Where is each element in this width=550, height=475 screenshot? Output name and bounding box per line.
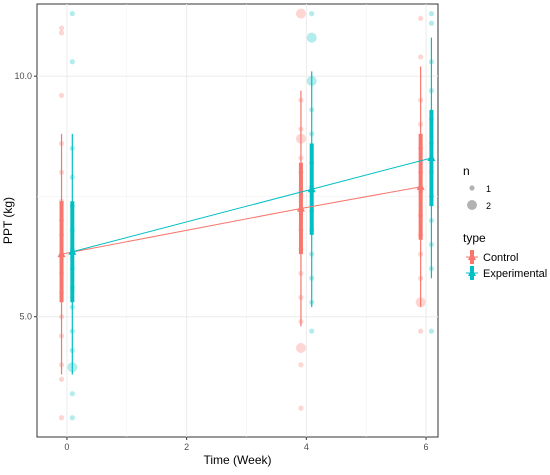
legend-size: n 1 2 bbox=[463, 164, 491, 211]
y-axis-label: PPT (kg) bbox=[1, 197, 15, 244]
size-key-label: 2 bbox=[486, 201, 491, 211]
size-key bbox=[469, 185, 475, 191]
data-point bbox=[69, 391, 75, 397]
data-point bbox=[58, 376, 65, 382]
data-point bbox=[69, 59, 75, 65]
axes: 0 2 4 6 5.0 10.0 bbox=[14, 71, 428, 452]
y-tick-label: 10.0 bbox=[14, 71, 32, 81]
legend-size-title: n bbox=[463, 164, 470, 178]
data-point bbox=[295, 8, 306, 19]
size-key-label: 1 bbox=[486, 184, 491, 194]
color-key-marker bbox=[468, 252, 476, 260]
data-point bbox=[418, 328, 424, 334]
y-tick-label: 5.0 bbox=[19, 312, 32, 322]
data-point bbox=[428, 11, 435, 17]
color-key-label: Experimental bbox=[483, 268, 547, 280]
x-tick-label: 2 bbox=[184, 442, 189, 452]
legend-color: type Control Experimental bbox=[463, 231, 547, 280]
data-point bbox=[69, 415, 75, 421]
grid bbox=[37, 4, 438, 437]
mean-markers bbox=[57, 153, 436, 258]
mean-marker bbox=[307, 184, 316, 193]
data-point bbox=[58, 25, 65, 31]
mean-marker bbox=[427, 153, 436, 161]
data-point bbox=[295, 342, 306, 353]
size-key bbox=[467, 200, 477, 210]
legend-color-title: type bbox=[463, 231, 486, 245]
data-point bbox=[428, 20, 435, 26]
x-tick-label: 4 bbox=[304, 442, 309, 452]
x-tick-label: 6 bbox=[424, 442, 429, 452]
data-point bbox=[58, 415, 65, 421]
data-point bbox=[418, 15, 424, 22]
mean-marker bbox=[68, 247, 77, 255]
data-point bbox=[309, 11, 315, 17]
x-axis-label: Time (Week) bbox=[203, 453, 271, 467]
data-point bbox=[298, 362, 304, 368]
data-point bbox=[306, 32, 317, 43]
mean-marker bbox=[416, 182, 425, 190]
color-key-label: Control bbox=[483, 252, 518, 264]
data-point bbox=[69, 11, 75, 17]
mean-marker bbox=[296, 203, 305, 212]
mean-marker bbox=[57, 249, 66, 258]
data-point bbox=[418, 54, 424, 60]
color-key-marker bbox=[468, 268, 476, 276]
data-point bbox=[309, 328, 315, 334]
data-point bbox=[298, 405, 304, 411]
x-tick-label: 0 bbox=[64, 442, 69, 452]
data-point bbox=[428, 328, 435, 334]
data-point bbox=[58, 30, 65, 36]
data-point bbox=[58, 92, 65, 99]
